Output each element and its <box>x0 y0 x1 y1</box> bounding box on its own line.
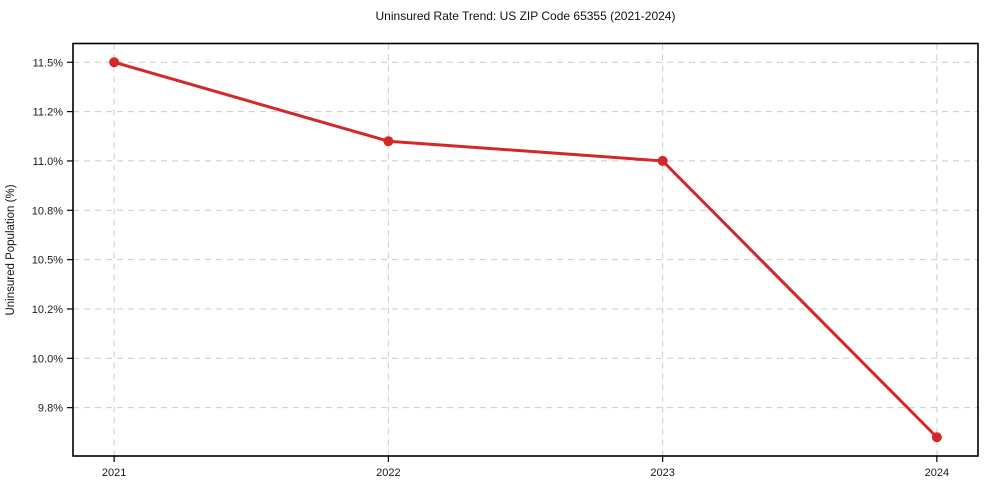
data-point-2023 <box>657 155 668 166</box>
y-tick-label: 10.8% <box>32 205 63 217</box>
y-tick-label: 10.2% <box>32 304 63 316</box>
chart-title: Uninsured Rate Trend: US ZIP Code 65355 … <box>375 9 676 23</box>
data-point-2022 <box>383 136 394 147</box>
y-tick-label: 11.0% <box>33 156 64 168</box>
y-tick-label: 11.2% <box>33 107 64 119</box>
y-tick-label: 9.8% <box>38 403 63 415</box>
x-tick-label: 2024 <box>925 467 949 479</box>
y-tick-label: 10.5% <box>32 255 63 267</box>
x-tick-label: 2023 <box>650 467 674 479</box>
trend-line <box>112 60 939 439</box>
data-point-2021 <box>109 57 120 68</box>
data-point-2024 <box>931 432 942 443</box>
plot-border <box>72 42 979 457</box>
x-tick-label: 2022 <box>376 467 400 479</box>
y-tick-label: 11.5% <box>33 57 64 69</box>
x-tick-label: 2021 <box>102 467 126 479</box>
y-tick-label: 10.0% <box>32 353 63 365</box>
